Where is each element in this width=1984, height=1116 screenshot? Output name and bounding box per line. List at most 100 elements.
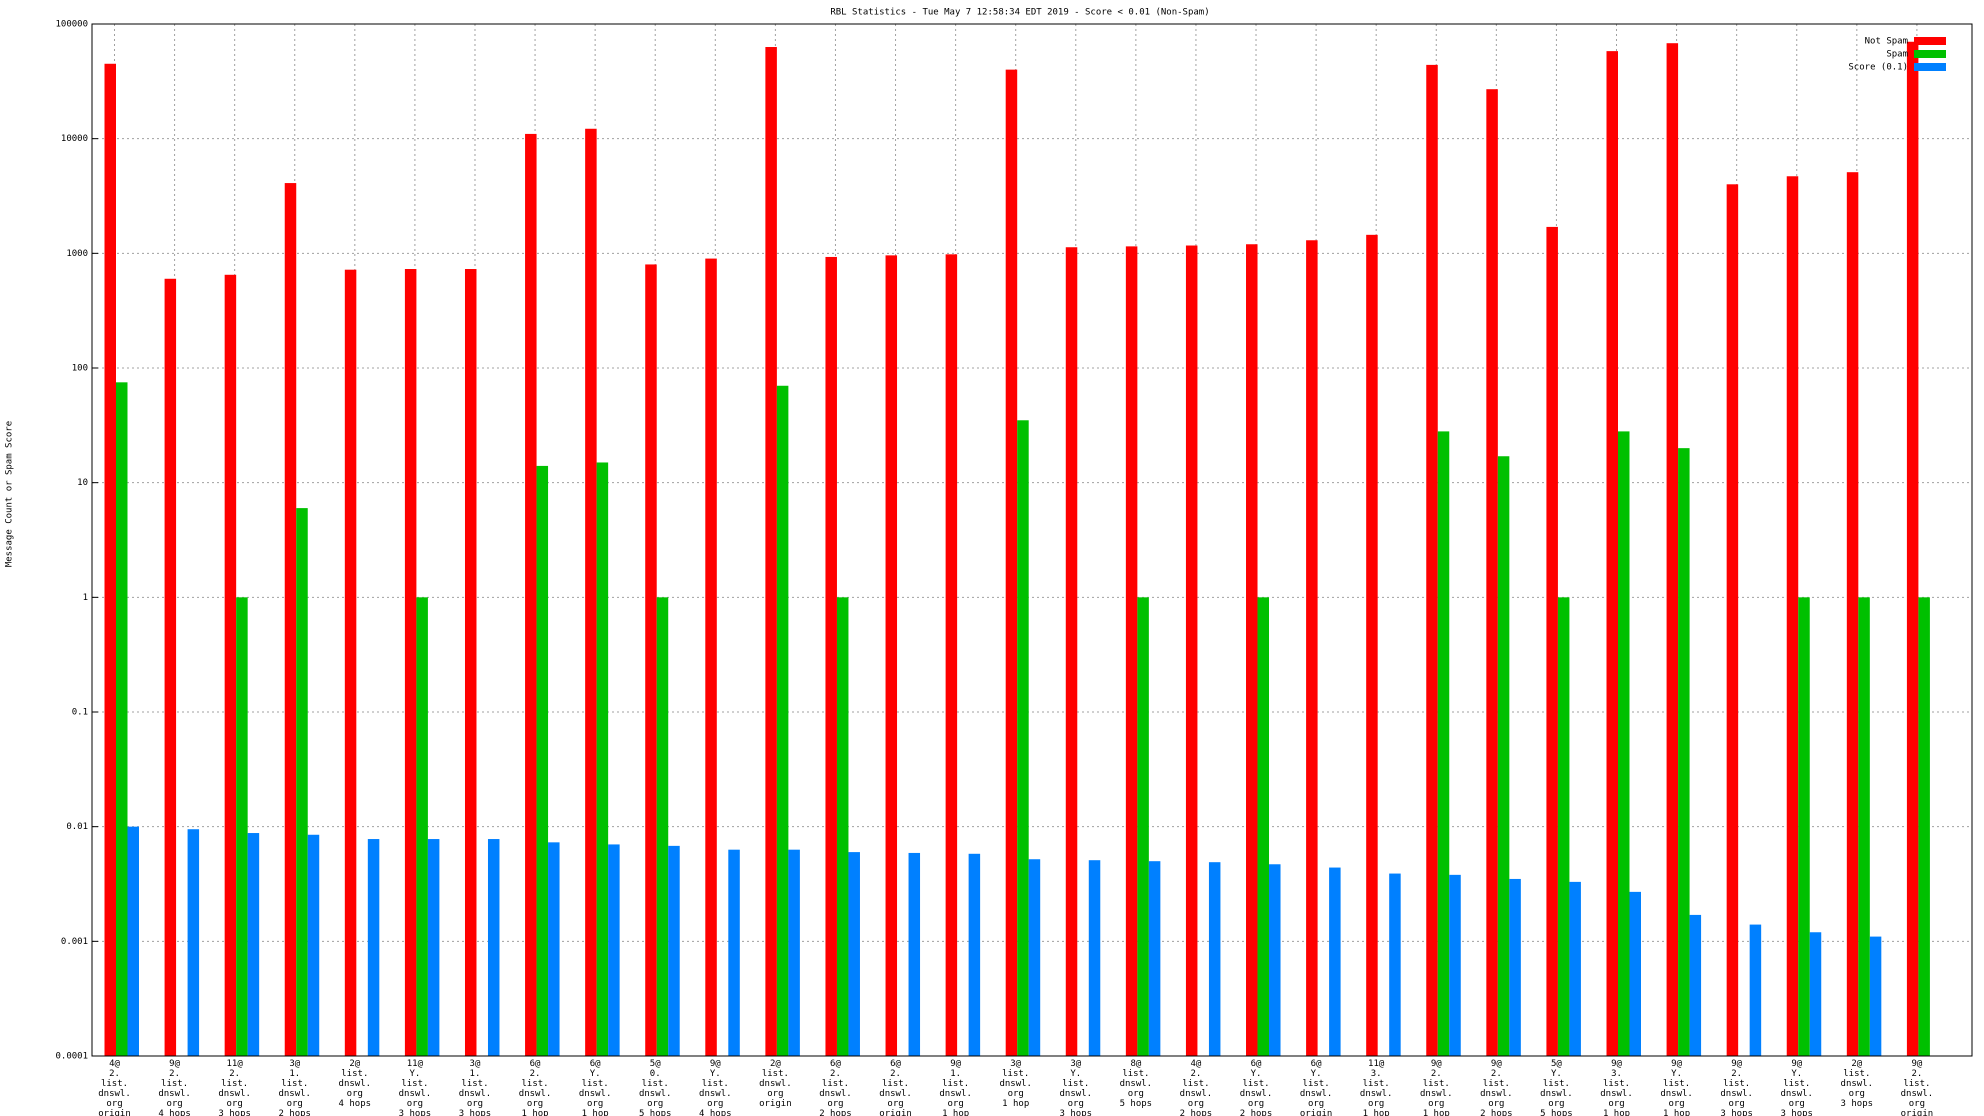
- bar: [1798, 597, 1810, 1056]
- bar: [1546, 226, 1558, 1057]
- bar: [284, 183, 297, 1056]
- y-tick-label: 0.0001: [55, 1052, 88, 1062]
- bar: [1569, 881, 1581, 1056]
- bar: [1005, 69, 1018, 1057]
- bar: [367, 839, 380, 1056]
- bar: [645, 264, 657, 1056]
- bar: [788, 849, 800, 1056]
- bar: [187, 829, 200, 1056]
- bar: [1185, 245, 1198, 1056]
- bar: [1125, 246, 1138, 1057]
- bar: [1366, 234, 1378, 1056]
- x-tick-label: 9@ 2. list. dnswl. org 1 hop: [1420, 1059, 1453, 1116]
- bar: [968, 853, 981, 1056]
- bar: [247, 833, 260, 1056]
- bar: [836, 597, 849, 1056]
- bar: [1846, 172, 1859, 1057]
- bar: [908, 852, 921, 1056]
- x-tick-label: 11@ Y. list. dnswl. org 3 hops: [399, 1059, 432, 1116]
- x-tick-label: 6@ 2. list. dnswl. org 1 hop: [519, 1059, 552, 1116]
- bar: [1918, 597, 1930, 1056]
- bar: [404, 269, 417, 1057]
- x-tick-label: 5@ 0. list. dnswl. org 5 hops: [639, 1059, 672, 1116]
- bar: [104, 63, 116, 1057]
- bar: [1269, 864, 1281, 1056]
- x-tick-label: 9@ Y. list. dnswl. org 4 hops: [699, 1059, 732, 1116]
- bar: [608, 844, 620, 1056]
- bar: [1497, 456, 1510, 1057]
- bar: [1629, 891, 1641, 1056]
- y-tick-label: 0.001: [61, 937, 88, 947]
- x-tick-label: 9@ 2. list. dnswl. org 2 hops: [1480, 1059, 1513, 1116]
- bar: [1869, 936, 1882, 1056]
- x-tick-label: 3@ 1. list. dnswl. org 3 hops: [459, 1059, 492, 1116]
- legend-swatch: [1914, 63, 1946, 71]
- x-tick-label: 6@ Y. list. dnswl. org origin: [1300, 1059, 1333, 1116]
- bar: [1749, 924, 1762, 1056]
- bar: [1426, 64, 1438, 1056]
- bar: [164, 278, 177, 1057]
- bar: [765, 47, 777, 1056]
- x-tick-label: 6@ 2. list. dnswl. org origin: [879, 1059, 912, 1116]
- bar: [1389, 873, 1401, 1056]
- bar: [1088, 860, 1101, 1056]
- bar: [1306, 240, 1318, 1056]
- x-tick-label: 2@ list. dnswl. org 4 hops: [339, 1059, 372, 1109]
- bar: [585, 128, 597, 1057]
- bar: [1148, 861, 1161, 1056]
- bar: [825, 256, 837, 1057]
- chart-title: RBL Statistics - Tue May 7 12:58:34 EDT …: [830, 8, 1209, 18]
- bar: [1858, 597, 1870, 1056]
- y-tick-label: 0.01: [66, 822, 88, 832]
- bar: [525, 133, 537, 1057]
- y-tick-label: 10000: [61, 134, 88, 144]
- bar: [776, 385, 789, 1056]
- x-tick-label: 11@ 2. list. dnswl. org 3 hops: [218, 1059, 251, 1116]
- bar: [1906, 41, 1919, 1057]
- x-tick-label: 8@ list. dnswl. org 5 hops: [1120, 1059, 1153, 1109]
- x-tick-label: 9@ 2. list. dnswl. org 3 hops: [1720, 1059, 1753, 1116]
- bar: [344, 269, 357, 1057]
- x-tick-label: 5@ Y. list. dnswl. org 5 hops: [1540, 1059, 1573, 1116]
- bar: [1689, 914, 1702, 1056]
- bar: [1065, 247, 1078, 1056]
- bar: [548, 842, 560, 1056]
- y-tick-label: 10: [77, 478, 88, 488]
- bar: [1606, 51, 1618, 1056]
- bar: [536, 465, 549, 1056]
- legend-swatch: [1914, 50, 1946, 58]
- bar: [668, 845, 680, 1056]
- legend-label: Not Spam: [1865, 37, 1908, 47]
- bar: [728, 849, 740, 1056]
- x-tick-label: 2@ list. dnswl. org 3 hops: [1841, 1059, 1874, 1109]
- bar: [1257, 597, 1270, 1056]
- bar: [1208, 862, 1221, 1056]
- y-tick-label: 1: [83, 593, 88, 603]
- y-tick-label: 100: [72, 364, 88, 374]
- bar: [656, 597, 669, 1056]
- legend-label: Score (0.1): [1848, 63, 1908, 73]
- x-tick-label: 6@ 2. list. dnswl. org 2 hops: [819, 1059, 852, 1116]
- x-tick-label: 4@ 2. list. dnswl. org origin: [98, 1059, 131, 1116]
- bar: [1028, 859, 1041, 1056]
- bar: [1509, 878, 1521, 1056]
- bar: [1017, 420, 1029, 1056]
- bar: [307, 834, 320, 1056]
- bar: [1678, 448, 1690, 1056]
- bar: [127, 826, 139, 1056]
- bar: [945, 254, 958, 1056]
- bar: [885, 255, 898, 1057]
- x-tick-label: 11@ 3. list. dnswl. org 1 hop: [1360, 1059, 1393, 1116]
- bar: [296, 508, 308, 1056]
- bar: [487, 839, 500, 1056]
- y-axis-label: Message Count or Spam Score: [5, 421, 15, 567]
- bar: [1726, 184, 1739, 1056]
- bar: [1809, 932, 1822, 1056]
- bar: [1486, 89, 1498, 1057]
- x-tick-label: 9@ 2. list. dnswl. org origin: [1901, 1059, 1934, 1116]
- bar: [416, 597, 428, 1056]
- x-tick-label: 4@ 2. list. dnswl. org 2 hops: [1180, 1059, 1213, 1116]
- x-tick-label: 9@ 3. list. dnswl. org 1 hop: [1600, 1059, 1633, 1116]
- x-tick-label: 6@ Y. list. dnswl. org 2 hops: [1240, 1059, 1273, 1116]
